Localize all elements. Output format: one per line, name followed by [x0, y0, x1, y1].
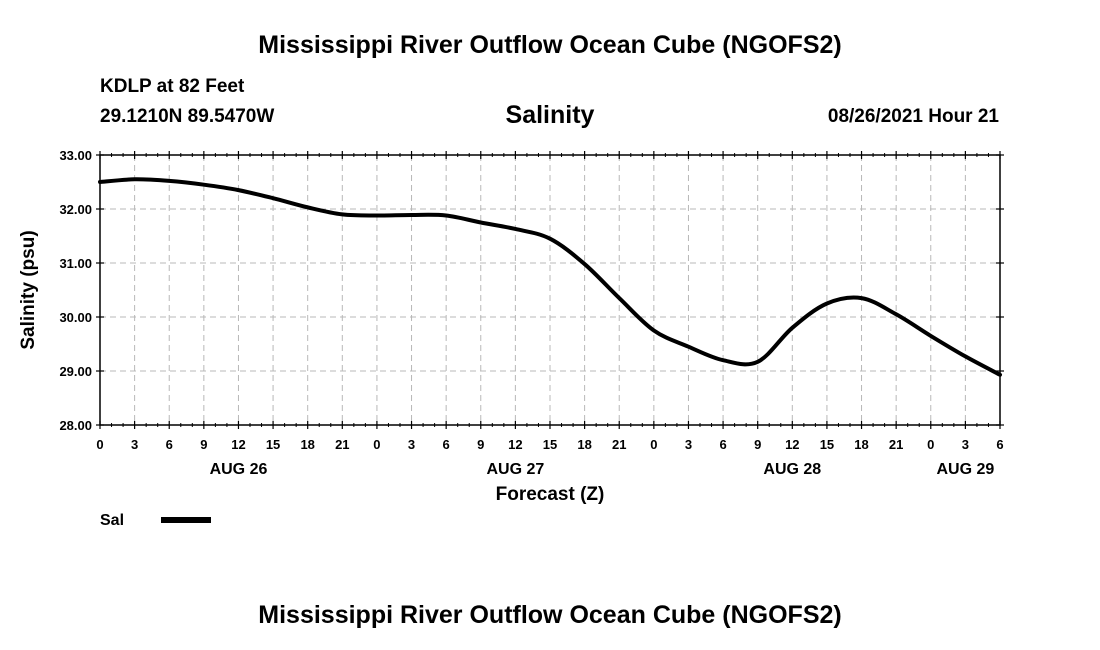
legend-label: Sal — [100, 512, 124, 529]
y-axis-label: Salinity (psu) — [18, 230, 39, 349]
x-tick-label: 18 — [577, 437, 591, 452]
date-label: AUG 27 — [486, 461, 544, 478]
y-tick-label: 30.00 — [59, 310, 92, 325]
y-tick-label: 32.00 — [59, 202, 92, 217]
x-tick-label: 3 — [962, 437, 969, 452]
x-tick-label: 0 — [96, 437, 103, 452]
date-label: AUG 26 — [210, 461, 268, 478]
x-tick-label: 9 — [477, 437, 484, 452]
x-tick-label: 6 — [719, 437, 726, 452]
x-tick-label: 21 — [335, 437, 349, 452]
date-label: AUG 28 — [763, 461, 821, 478]
x-tick-label: 12 — [508, 437, 522, 452]
axis-ticks — [96, 151, 1004, 429]
y-tick-label: 28.00 — [59, 418, 92, 433]
variable-title: Salinity — [505, 101, 595, 129]
y-tick-label: 33.00 — [59, 148, 92, 163]
x-tick-label: 3 — [131, 437, 138, 452]
station-coordinates: 29.1210N 89.5470W — [100, 106, 275, 127]
x-tick-label: 0 — [650, 437, 657, 452]
x-tick-labels: 0 3 6 9 12 15 18 21 0 3 6 9 12 15 18 21 0 3 6 9 12 15 18 21 0 3 6 — [96, 437, 1003, 452]
x-tick-label: 21 — [612, 437, 626, 452]
x-tick-label: 18 — [300, 437, 314, 452]
chart-title: Mississippi River Outflow Ocean Cube (NG… — [258, 31, 842, 59]
x-axis-label: Forecast (Z) — [496, 484, 605, 505]
x-tick-label: 6 — [166, 437, 173, 452]
footer-title: Mississippi River Outflow Ocean Cube (NG… — [258, 601, 842, 629]
date-label: AUG 29 — [936, 461, 994, 478]
x-tick-label: 3 — [408, 437, 415, 452]
y-tick-label: 29.00 — [59, 364, 92, 379]
x-tick-label: 9 — [200, 437, 207, 452]
grid — [100, 155, 1000, 425]
date-labels: AUG 26 AUG 27 AUG 28 AUG 29 — [210, 461, 995, 478]
station-label: KDLP at 82 Feet — [100, 76, 245, 97]
x-tick-label: 3 — [685, 437, 692, 452]
x-tick-label: 15 — [266, 437, 280, 452]
y-tick-labels: 28.00 29.00 30.00 31.00 32.00 33.00 — [59, 148, 92, 433]
x-tick-label: 6 — [443, 437, 450, 452]
x-tick-label: 0 — [373, 437, 380, 452]
x-tick-label: 0 — [927, 437, 934, 452]
x-tick-label: 12 — [231, 437, 245, 452]
forecast-datetime: 08/26/2021 Hour 21 — [827, 106, 999, 127]
salinity-series-line — [98, 177, 1002, 377]
x-tick-label: 18 — [854, 437, 868, 452]
x-tick-label: 21 — [889, 437, 903, 452]
y-tick-label: 31.00 — [59, 256, 92, 271]
x-tick-label: 15 — [820, 437, 834, 452]
x-tick-label: 12 — [785, 437, 799, 452]
x-tick-label: 15 — [543, 437, 557, 452]
x-tick-label: 6 — [996, 437, 1003, 452]
x-tick-label: 9 — [754, 437, 761, 452]
